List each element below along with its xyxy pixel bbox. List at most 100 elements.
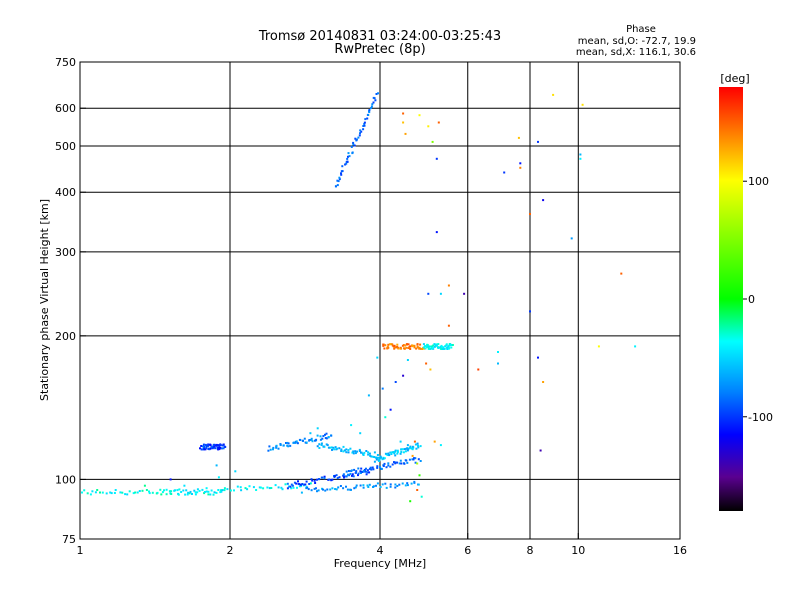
trace-point <box>296 442 299 445</box>
trace-point <box>345 162 348 165</box>
x-tick-label: 8 <box>527 544 534 557</box>
trace-point <box>351 451 354 454</box>
trace-point <box>410 482 413 485</box>
data-point <box>234 470 237 473</box>
trace-point <box>366 469 369 472</box>
data-point <box>316 427 319 430</box>
trace-point <box>201 448 204 451</box>
trace-point <box>203 445 206 448</box>
y-axis-label: Stationary phase Virtual Height [km] <box>38 199 51 401</box>
trace-point <box>406 482 409 485</box>
trace-point <box>83 489 86 492</box>
trace-point <box>246 488 249 491</box>
trace-point <box>382 344 385 347</box>
trace-point <box>113 492 116 494</box>
trace-point <box>105 492 108 495</box>
trace-point <box>371 466 374 469</box>
trace-point <box>368 111 371 114</box>
trace-point <box>357 136 360 139</box>
trace-point <box>399 347 402 350</box>
trace-point <box>383 462 386 465</box>
trace-point <box>351 474 353 477</box>
trace-point <box>403 448 406 451</box>
trace-point <box>363 124 366 127</box>
trace-point <box>419 460 422 462</box>
trace-point <box>266 486 269 489</box>
trace-point <box>366 117 369 120</box>
trace-point <box>342 473 345 476</box>
trace-point <box>411 458 414 461</box>
trace-point <box>206 445 209 448</box>
trace-point <box>340 172 342 175</box>
data-point <box>431 140 434 143</box>
stats-header: Phase <box>626 24 656 35</box>
trace-point <box>320 444 323 446</box>
trace-point <box>334 185 337 188</box>
trace-point <box>376 466 379 469</box>
trace-point <box>296 486 298 489</box>
trace-point <box>222 447 225 450</box>
trace-point <box>334 474 336 477</box>
trace-point <box>267 449 270 452</box>
trace-point <box>388 343 391 346</box>
trace-point <box>229 489 232 492</box>
trace-point <box>450 344 452 346</box>
trace-point <box>427 345 430 348</box>
trace-point <box>313 487 316 490</box>
trace-point <box>358 134 361 137</box>
trace-point <box>141 489 144 492</box>
trace-point <box>370 455 373 458</box>
trace-point <box>369 454 372 457</box>
data-point <box>435 157 438 160</box>
trace-point <box>194 493 197 496</box>
trace-point <box>354 137 357 140</box>
trace-point <box>412 458 415 461</box>
trace-point <box>387 343 390 346</box>
trace-point <box>134 491 137 494</box>
data-point <box>634 345 637 348</box>
trace-point <box>301 483 304 485</box>
trace-point <box>391 343 394 346</box>
trace-point <box>203 492 206 495</box>
trace-point <box>357 474 359 477</box>
data-point <box>529 310 531 313</box>
trace-point <box>223 487 226 490</box>
trace-point <box>222 443 225 446</box>
data-point <box>376 356 379 359</box>
trace-point <box>353 144 356 147</box>
data-point <box>542 381 545 383</box>
trace-point <box>233 489 235 492</box>
trace-point <box>355 471 357 474</box>
trace-point <box>323 445 326 448</box>
trace-point <box>357 472 360 475</box>
trace-point <box>165 493 168 496</box>
trace-point <box>346 157 349 160</box>
trace-point <box>286 482 289 485</box>
trace-point <box>252 486 255 489</box>
trace-point <box>289 485 292 488</box>
trace-point <box>258 486 261 489</box>
trace-point <box>406 449 409 452</box>
trace-point <box>314 482 317 484</box>
trace-point <box>336 477 339 480</box>
data-point <box>447 284 450 287</box>
data-point <box>429 368 432 371</box>
trace-point <box>339 485 342 487</box>
trace-point <box>400 451 403 453</box>
trace-point <box>417 458 420 461</box>
data-point <box>529 213 531 215</box>
trace-point <box>413 344 416 347</box>
grid <box>80 62 680 539</box>
trace-point <box>391 451 394 454</box>
trace-point <box>338 476 341 479</box>
trace-point <box>381 458 384 461</box>
trace-point <box>275 446 278 449</box>
trace-point <box>316 445 319 448</box>
trace-point <box>205 447 208 450</box>
trace-point <box>446 348 449 350</box>
trace-point <box>204 448 207 451</box>
data-point <box>402 112 405 115</box>
trace-point <box>396 343 399 346</box>
trace-point <box>298 483 301 486</box>
data-point <box>367 394 370 397</box>
